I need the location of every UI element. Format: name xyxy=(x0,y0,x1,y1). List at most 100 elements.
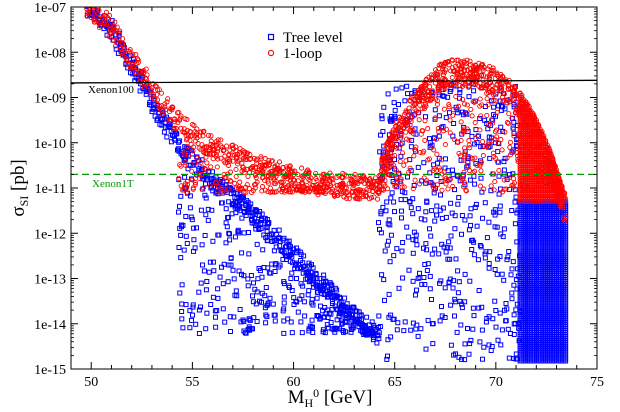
loop-point xyxy=(468,106,474,112)
loop-point xyxy=(349,188,355,194)
loop-point xyxy=(212,180,218,186)
tree-point xyxy=(486,261,492,266)
tree-point xyxy=(264,303,270,309)
loop-point xyxy=(468,62,474,68)
loop-point xyxy=(450,112,456,118)
loop-point xyxy=(477,163,483,169)
tree-point xyxy=(161,129,167,135)
loop-point xyxy=(386,145,392,151)
loop-point xyxy=(509,115,515,121)
loop-point xyxy=(292,180,298,186)
loop-point xyxy=(503,186,509,192)
loop-point xyxy=(286,189,292,195)
tree-point xyxy=(498,342,504,348)
loop-point xyxy=(360,173,366,179)
tree-point xyxy=(265,237,271,243)
tree-point xyxy=(451,121,457,126)
loop-point xyxy=(445,178,451,184)
tree-point xyxy=(401,328,407,334)
loop-point xyxy=(393,167,399,173)
tree-point xyxy=(400,240,406,245)
loop-point xyxy=(339,189,345,195)
loop-point xyxy=(563,214,569,220)
loop-point xyxy=(276,159,283,165)
tree-point xyxy=(381,143,387,149)
tree-point xyxy=(470,305,476,311)
tree-point xyxy=(501,159,507,165)
loop-point xyxy=(253,164,259,170)
tree-point xyxy=(329,301,335,306)
loop-point xyxy=(286,186,292,192)
loop-point xyxy=(158,90,165,96)
tree-point xyxy=(402,98,408,104)
loop-point xyxy=(411,102,418,108)
loop-point xyxy=(246,186,252,192)
tree-point xyxy=(216,232,222,238)
loop-point xyxy=(329,187,335,193)
loop-point xyxy=(457,175,463,181)
loop-point xyxy=(182,181,188,187)
tree-point xyxy=(236,230,242,236)
tree-point xyxy=(234,293,240,299)
tree-point xyxy=(381,277,387,283)
tree-point xyxy=(494,271,500,277)
tree-point xyxy=(379,113,385,119)
tree-point xyxy=(410,250,416,256)
tree-point xyxy=(308,278,314,284)
loop-point xyxy=(465,67,471,73)
tree-point xyxy=(419,281,425,287)
loop-point xyxy=(171,116,178,122)
tree-point xyxy=(440,205,446,211)
loop-point xyxy=(350,185,356,191)
tree-point xyxy=(342,318,348,324)
loop-point xyxy=(346,196,352,202)
loop-point xyxy=(299,189,305,195)
loop-point xyxy=(222,160,228,166)
loop-point xyxy=(467,145,473,151)
tree-point xyxy=(187,193,193,199)
tree-point xyxy=(227,237,233,243)
loop-point xyxy=(420,128,426,134)
loop-point xyxy=(511,180,518,186)
loop-point xyxy=(348,176,354,182)
tree-point xyxy=(227,231,232,237)
loop-point xyxy=(430,88,436,94)
tree-point xyxy=(471,239,477,245)
tree-point xyxy=(443,214,449,220)
tree-point xyxy=(411,183,417,188)
tree-point xyxy=(321,291,327,297)
tree-point xyxy=(471,88,477,94)
loop-point xyxy=(459,83,465,90)
loop-point xyxy=(471,168,478,174)
tree-point xyxy=(511,282,517,288)
tree-point xyxy=(246,316,252,322)
loop-point xyxy=(121,44,127,50)
loop-point xyxy=(416,117,422,123)
tree-point xyxy=(358,312,364,318)
tree-point xyxy=(191,237,197,243)
tree-point xyxy=(422,217,428,223)
tree-point xyxy=(229,211,235,217)
tree-point xyxy=(452,296,458,302)
tree-point xyxy=(294,245,300,251)
tree-point xyxy=(291,295,297,301)
loop-point xyxy=(190,148,196,154)
tree-point xyxy=(436,92,442,98)
loop-point xyxy=(397,121,403,128)
loop-point xyxy=(304,183,310,189)
loop-point xyxy=(453,93,459,100)
tree-point xyxy=(199,157,205,163)
tree-point xyxy=(339,321,345,327)
tree-point xyxy=(264,314,270,320)
tree-point xyxy=(492,267,498,272)
tree-point xyxy=(258,226,264,231)
tree-point xyxy=(472,204,478,210)
loop-point xyxy=(265,189,271,195)
loop-point xyxy=(401,162,407,168)
tree-point xyxy=(459,305,465,311)
tree-point xyxy=(407,198,413,204)
loop-point xyxy=(493,85,499,91)
tree-point xyxy=(180,325,186,331)
tree-point xyxy=(402,319,408,325)
loop-point xyxy=(340,180,346,186)
